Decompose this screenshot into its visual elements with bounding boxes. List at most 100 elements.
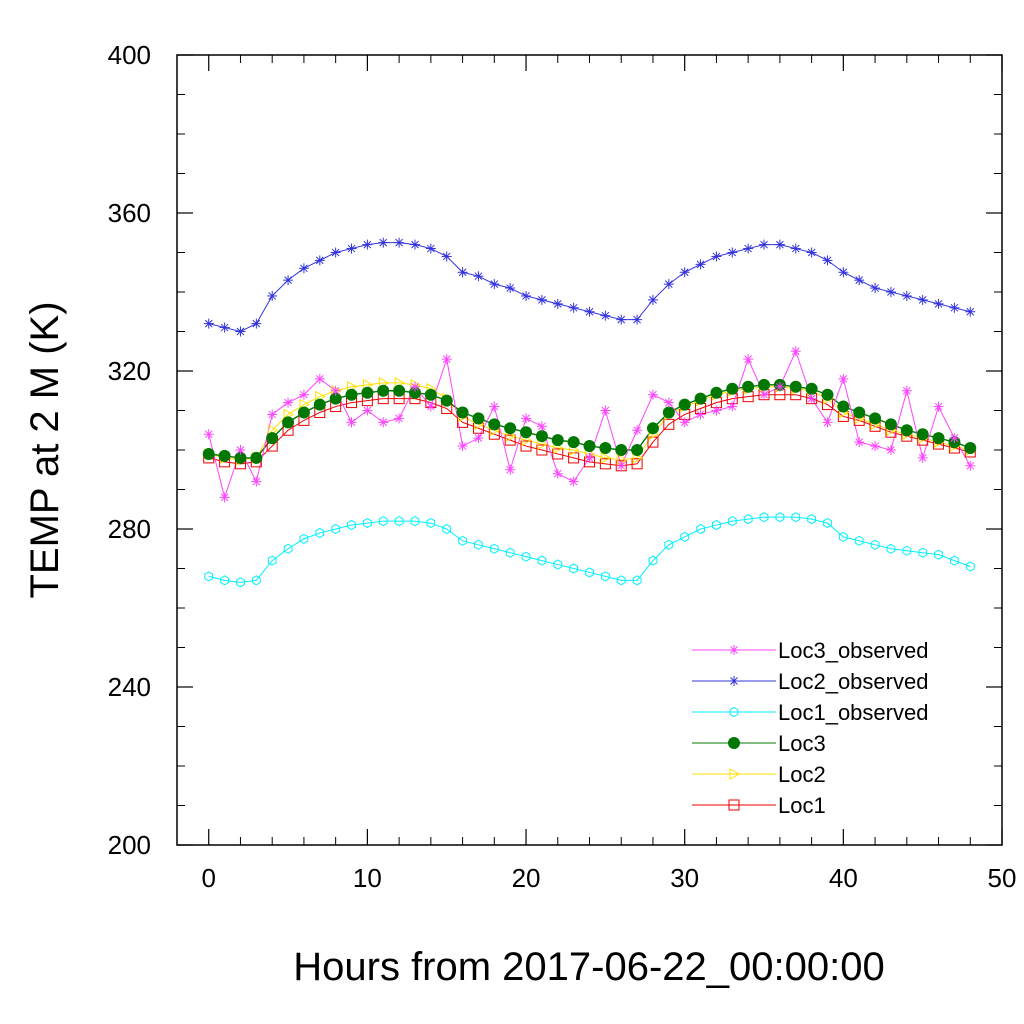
data-point-loc2-observed (759, 239, 770, 250)
data-point-loc3 (694, 392, 707, 405)
legend-label: Loc1 (778, 793, 826, 818)
data-point-loc3 (250, 451, 263, 464)
data-point-loc1-observed (363, 518, 372, 529)
data-point-loc1 (663, 418, 675, 430)
data-point-loc2-observed (679, 267, 690, 278)
data-point-loc2-observed (790, 243, 801, 254)
data-point-loc1-observed (394, 516, 404, 527)
data-point-loc3 (900, 424, 913, 437)
legend-marker (728, 799, 740, 811)
data-point-loc1-observed (521, 551, 531, 562)
data-point-loc1 (552, 448, 564, 460)
data-point-loc2-observed (870, 283, 881, 294)
data-point-loc2-observed (409, 239, 420, 250)
data-point-loc3-observed (219, 492, 230, 503)
data-point-loc3 (821, 388, 834, 401)
data-point-loc1-observed (426, 518, 436, 529)
data-point-loc2-observed (441, 251, 452, 262)
legend-marker (729, 676, 739, 686)
data-point-loc2-observed (283, 275, 294, 286)
y-tick-label: 400 (108, 40, 151, 70)
data-point-loc3-observed (774, 381, 785, 392)
data-point-loc1-observed (378, 516, 388, 527)
axis-tick-labels: 0 10 20 30 40 50 200 240 280 320 360 400 (108, 40, 1017, 893)
data-point-loc2-observed (663, 279, 674, 290)
data-point-loc3-observed (663, 397, 674, 408)
data-point-loc3 (472, 412, 485, 425)
data-point-loc1-observed (204, 571, 214, 582)
data-point-loc1-observed (347, 519, 356, 531)
data-point-loc3 (916, 428, 929, 441)
data-point-loc1-observed (489, 543, 499, 554)
legend-item-loc1: Loc1 (692, 793, 826, 818)
data-point-loc3 (282, 416, 295, 429)
y-axis-title: TEMP at 2 M (K) (23, 301, 67, 598)
data-point-loc2-observed (219, 322, 230, 333)
legend-item-loc3-observed: Loc3_observed (692, 638, 928, 663)
data-point-loc3-observed (901, 385, 912, 396)
data-point-loc3 (488, 418, 501, 431)
data-point-loc1-observed (664, 539, 674, 550)
data-point-loc1-observed (553, 559, 563, 570)
data-point-loc1-observed (220, 575, 229, 586)
data-point-loc2-observed (536, 294, 547, 305)
data-point-loc3 (520, 426, 533, 439)
data-point-loc1-observed (854, 535, 864, 546)
data-point-loc3-observed (552, 468, 563, 479)
series-line-loc2-observed (208, 242, 971, 333)
data-point-loc3-observed (727, 401, 738, 412)
data-point-loc1 (536, 444, 548, 456)
data-point-loc1-observed (727, 516, 737, 527)
data-point-loc1-observed (712, 519, 721, 531)
data-point-loc3-observed (870, 441, 881, 452)
data-point-loc1-observed (696, 523, 705, 535)
y-tick-label: 360 (108, 198, 151, 228)
data-point-loc1-observed (537, 555, 547, 566)
data-point-loc1-observed (680, 531, 690, 542)
data-point-loc3-observed (949, 433, 960, 444)
legend-marker (729, 768, 741, 780)
data-point-loc2-observed (965, 306, 976, 317)
x-axis-title: Hours from 2017-06-22_00:00:00 (293, 945, 884, 989)
data-point-loc3-observed (838, 373, 849, 384)
data-point-loc3-observed (473, 433, 484, 444)
data-point-loc2-observed (235, 326, 246, 337)
data-point-loc2-observed (901, 290, 912, 301)
data-point-loc3 (964, 442, 977, 455)
data-point-loc3 (853, 406, 866, 419)
data-point-loc3-observed (743, 354, 754, 365)
data-point-loc1-observed (918, 547, 928, 558)
data-point-loc3-observed (695, 409, 706, 420)
data-point-loc3 (583, 440, 596, 453)
data-point-loc3-observed (425, 401, 436, 412)
data-point-loc2-observed (695, 259, 706, 270)
series-line-loc1-observed (208, 516, 971, 583)
data-point-loc3-observed (330, 385, 341, 396)
data-point-loc3 (805, 382, 818, 395)
data-point-loc1-observed (934, 549, 943, 560)
x-tick-label: 50 (988, 863, 1017, 893)
data-point-loc2-observed (885, 287, 896, 297)
data-point-loc2-observed (822, 255, 833, 266)
y-tick-label: 280 (108, 514, 151, 544)
data-point-loc3 (726, 382, 739, 395)
data-point-loc3-observed (584, 452, 595, 463)
data-point-loc3 (313, 398, 326, 411)
data-point-loc3-observed (283, 397, 294, 408)
data-point-loc1-observed (791, 512, 801, 523)
data-point-loc2-observed (298, 263, 309, 274)
data-point-loc3 (932, 432, 945, 445)
data-point-loc3 (710, 386, 723, 399)
data-point-loc1-observed (743, 514, 753, 525)
data-point-loc3-observed (362, 405, 373, 416)
data-point-loc1-observed (807, 514, 816, 525)
data-point-loc1-observed (267, 555, 277, 566)
data-point-loc3-observed (235, 445, 246, 455)
data-point-loc3-observed (457, 441, 468, 452)
data-point-loc1-observed (299, 533, 309, 544)
data-point-loc2-observed (616, 314, 627, 325)
data-point-loc3-observed (822, 417, 833, 428)
data-point-loc2-observed (267, 290, 278, 301)
data-point-loc3 (456, 406, 469, 419)
data-point-loc3 (535, 430, 548, 443)
